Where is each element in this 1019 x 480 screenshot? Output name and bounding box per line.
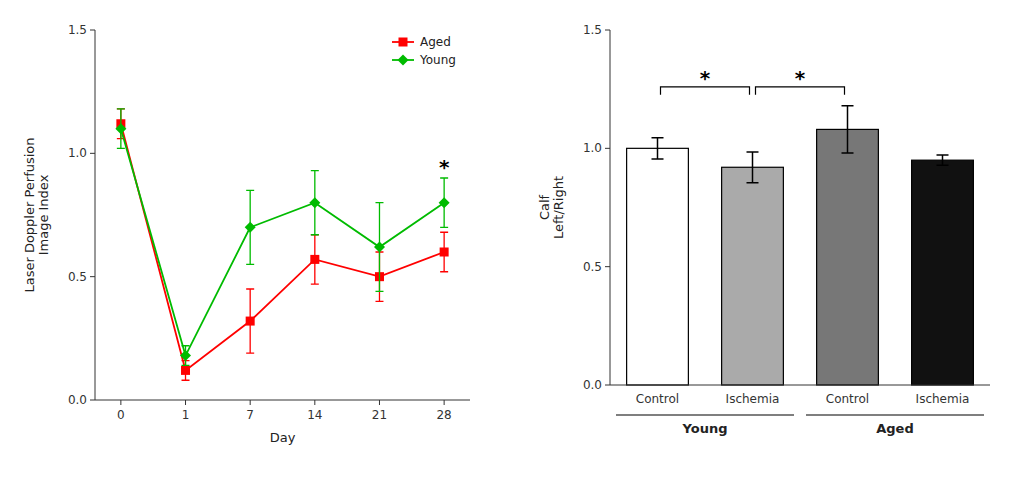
- x-tick-label: 21: [372, 408, 387, 422]
- y-axis-label: CalfLeft/Right: [537, 176, 566, 239]
- y-tick-label: 1.0: [68, 146, 87, 160]
- error-bar: [937, 155, 949, 165]
- y-tick-label: 0.0: [583, 378, 602, 392]
- group-label: Aged: [876, 421, 914, 436]
- y-axis-line: [95, 30, 96, 400]
- point: [181, 366, 190, 375]
- legend: Aged Young: [392, 35, 456, 67]
- line-chart: 0.0 0.5 1.0 1.5 Laser Doppler PerfusionImage…: [22, 23, 471, 445]
- y-tick-label: 1.0: [583, 141, 602, 155]
- x-tick-label: 0: [117, 408, 125, 422]
- point: [374, 242, 385, 253]
- plot-marks: [627, 87, 974, 385]
- figure: 0.0 0.5 1.0 1.5 Laser Doppler PerfusionImage…: [0, 0, 1019, 480]
- bar: [912, 160, 974, 385]
- x-tick-label: 1: [182, 408, 190, 422]
- point: [440, 248, 449, 257]
- x-tick: [379, 400, 380, 405]
- y-tick: [90, 400, 95, 401]
- y-tick: [605, 30, 610, 31]
- y-axis-label-line: Left/Right: [551, 176, 566, 239]
- y-tick-label: 0.5: [583, 260, 602, 274]
- x-tick: [250, 400, 251, 405]
- y-tick: [605, 385, 610, 386]
- error-bar: [311, 235, 319, 284]
- error-bar: [652, 138, 664, 159]
- x-tick-label: Ischemia: [916, 392, 970, 406]
- x-tick-label: 14: [307, 408, 322, 422]
- x-tick: [444, 400, 445, 405]
- error-bar: [440, 232, 448, 271]
- x-axis-label: Day: [270, 430, 296, 445]
- annotation: *: [795, 66, 806, 90]
- x-tick-label: 7: [246, 408, 254, 422]
- y-tick-label: 1.5: [68, 23, 87, 37]
- y-axis-label-line: Laser Doppler Perfusion: [22, 137, 37, 292]
- x-tick-label: 28: [436, 408, 451, 422]
- annotation: *: [439, 155, 450, 179]
- x-tick-label: Ischemia: [726, 392, 780, 406]
- legend-marker: [398, 55, 409, 66]
- annotation: *: [700, 66, 711, 90]
- y-axis-label-line: Image Index: [36, 174, 51, 255]
- group-label: Young: [682, 421, 728, 436]
- x-tick: [120, 400, 121, 405]
- y-axis-label-line: Calf: [537, 194, 552, 220]
- group-underline: [806, 414, 984, 415]
- x-axis-line: [95, 400, 470, 401]
- bar: [627, 148, 689, 385]
- point: [245, 222, 256, 233]
- point: [246, 317, 255, 326]
- group-underline: [616, 414, 794, 415]
- point: [439, 197, 450, 208]
- y-tick-label: 1.5: [583, 23, 602, 37]
- error-bar: [747, 152, 759, 183]
- y-tick: [605, 148, 610, 149]
- y-tick: [90, 276, 95, 277]
- y-tick: [90, 153, 95, 154]
- y-tick-label: 0.0: [68, 393, 87, 407]
- bar: [817, 129, 879, 385]
- point: [180, 350, 191, 361]
- plot-marks: [115, 109, 449, 380]
- series-line: [121, 124, 444, 371]
- legend-marker: [399, 38, 408, 47]
- y-tick-label: 0.5: [68, 270, 87, 284]
- point: [309, 197, 320, 208]
- legend-label: Aged: [420, 35, 451, 49]
- point: [115, 123, 126, 134]
- x-tick-label: Control: [826, 392, 869, 406]
- y-tick: [90, 30, 95, 31]
- x-tick: [314, 400, 315, 405]
- point: [310, 255, 319, 264]
- y-tick: [605, 266, 610, 267]
- bar-chart: 0.0 0.5 1.0 1.5 CalfLeft/Right * * Control Ische…: [537, 23, 991, 436]
- y-axis-line: [610, 30, 611, 385]
- bar: [722, 167, 784, 385]
- series-line: [121, 129, 444, 356]
- error-bar: [246, 289, 254, 353]
- x-axis-line: [610, 385, 990, 386]
- x-tick-label: Control: [636, 392, 679, 406]
- legend-label: Young: [419, 53, 456, 67]
- error-bar: [842, 106, 854, 153]
- x-tick: [185, 400, 186, 405]
- y-axis-label: Laser Doppler PerfusionImage Index: [22, 137, 51, 292]
